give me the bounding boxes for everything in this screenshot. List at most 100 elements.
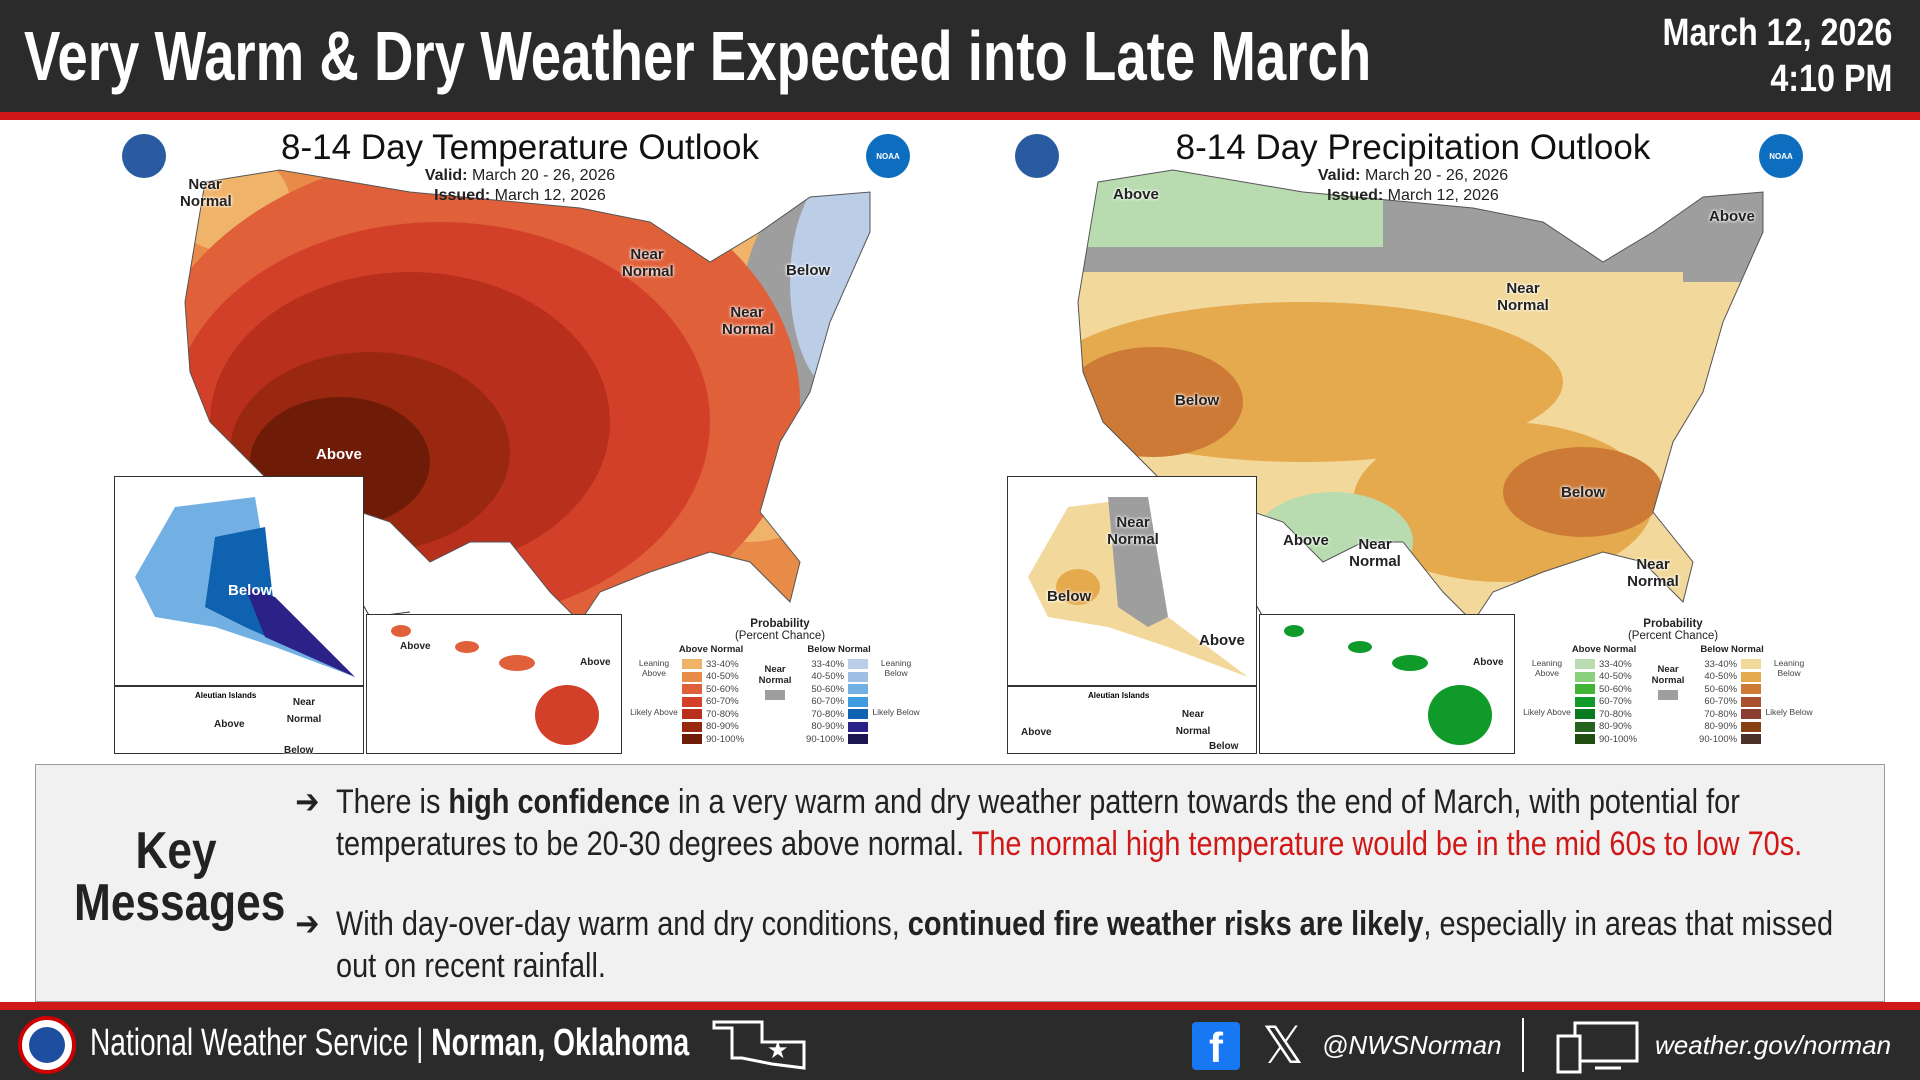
text: in a very warm and dry weather pattern t… bbox=[336, 783, 1740, 863]
color-swatch bbox=[1741, 671, 1762, 682]
footer-divider bbox=[0, 1002, 1920, 1010]
range-label: 90-100% bbox=[1599, 733, 1638, 745]
map-label: Above bbox=[316, 446, 362, 463]
color-swatch bbox=[682, 671, 702, 682]
org-name: National Weather Service | bbox=[90, 1022, 432, 1064]
divider bbox=[1522, 1018, 1524, 1072]
color-swatch bbox=[682, 709, 702, 720]
alaska-inset bbox=[114, 476, 364, 686]
range-label: 50-60% bbox=[811, 683, 845, 695]
commerce-seal-icon bbox=[1015, 134, 1059, 178]
text: There is bbox=[336, 783, 449, 821]
legend-row: 70-80% bbox=[678, 708, 744, 721]
range-label: 60-70% bbox=[811, 696, 845, 708]
near-normal-label: Near Normal bbox=[1651, 664, 1685, 686]
key-message-2: ➔ With day-over-day warm and dry conditi… bbox=[295, 903, 1866, 987]
map-label: Below bbox=[284, 745, 314, 756]
facebook-icon[interactable]: f bbox=[1192, 1022, 1240, 1071]
color-swatch bbox=[1741, 684, 1762, 695]
legend-row: 40-50% bbox=[678, 671, 744, 684]
precipitation-map bbox=[1077, 169, 1764, 623]
oklahoma-outline-icon: ★ bbox=[712, 1020, 806, 1070]
legend-row: 60-70% bbox=[806, 696, 872, 709]
page-title: Very Warm & Dry Weather Expected into La… bbox=[24, 17, 1372, 95]
valid-dates: March 20 - 26, 2026 bbox=[1364, 167, 1509, 184]
range-label: 60-70% bbox=[1704, 696, 1738, 708]
nws-logo-icon bbox=[18, 1016, 76, 1074]
issue-date: March 12, 2026 bbox=[1662, 12, 1892, 54]
range-label: 80-90% bbox=[811, 721, 845, 733]
aleutian-inset: Aleutian Islands bbox=[1007, 686, 1257, 754]
legend-row: 90-100% bbox=[678, 733, 744, 746]
color-swatch bbox=[1575, 684, 1595, 695]
issued-label: Issued: bbox=[434, 187, 491, 204]
likely-above-label: Likely Above bbox=[1523, 707, 1571, 717]
map-label: Near Normal bbox=[622, 246, 674, 280]
issue-time: 4:10 PM bbox=[1769, 58, 1892, 100]
map-label: Near Normal bbox=[1175, 709, 1211, 737]
text: With day-over-day warm and dry condition… bbox=[336, 905, 908, 943]
text-bold: continued fire weather risks are likely bbox=[907, 905, 1424, 943]
range-label: 90-100% bbox=[806, 733, 845, 745]
color-swatch bbox=[848, 696, 869, 707]
range-label: 33-40% bbox=[811, 658, 845, 670]
legend-row: 33-40% bbox=[678, 658, 744, 671]
map-label: Near Normal bbox=[180, 176, 232, 210]
temperature-legend: Probability (Percent Chance) Leaning Abo… bbox=[630, 618, 930, 746]
alaska-inset bbox=[1007, 476, 1257, 686]
map-label: Below bbox=[786, 262, 831, 279]
color-swatch bbox=[848, 709, 869, 720]
key-messages-box: Key Messages ➔ There is high confidence … bbox=[35, 764, 1885, 1002]
x-twitter-icon[interactable]: 𝕏 bbox=[1262, 1016, 1304, 1076]
arrow-icon: ➔ bbox=[295, 905, 320, 943]
color-swatch bbox=[1575, 659, 1595, 670]
above-normal-header: Above Normal bbox=[1571, 644, 1637, 655]
map-label: Near Normal bbox=[1349, 536, 1401, 570]
valid-label: Valid: bbox=[1317, 167, 1361, 184]
footer-org: National Weather Service | Norman, Oklah… bbox=[90, 1022, 689, 1065]
color-swatch bbox=[682, 721, 702, 732]
social-handle[interactable]: @NWSNorman bbox=[1322, 1030, 1502, 1060]
legend-title: Probability bbox=[1643, 618, 1703, 630]
color-swatch bbox=[682, 684, 702, 695]
aleutian-inset: Aleutian Islands bbox=[114, 686, 364, 754]
below-normal-header: Below Normal bbox=[807, 644, 871, 655]
legend-row: 33-40% bbox=[806, 658, 872, 671]
legend-row: 70-80% bbox=[806, 708, 872, 721]
range-label: 90-100% bbox=[706, 733, 745, 745]
map-label: Near Normal bbox=[722, 304, 774, 338]
range-label: 40-50% bbox=[1599, 671, 1632, 683]
legend-row: 60-70% bbox=[1699, 696, 1765, 709]
website-link[interactable]: weather.gov/norman bbox=[1655, 1030, 1892, 1060]
legend-row: 50-60% bbox=[806, 683, 872, 696]
near-normal-swatch bbox=[1658, 690, 1679, 700]
aleutian-label: Aleutian Islands bbox=[195, 691, 257, 700]
precipitation-legend: Probability (Percent Chance) Leaning Abo… bbox=[1523, 618, 1823, 746]
hawaii-inset bbox=[1259, 614, 1515, 754]
computer-icon bbox=[1556, 1021, 1639, 1074]
color-swatch bbox=[848, 721, 869, 732]
map-label: Above bbox=[1473, 657, 1504, 668]
legend-subtitle: (Percent Chance) bbox=[734, 630, 826, 642]
legend-row: 50-60% bbox=[1571, 683, 1637, 696]
valid-label: Valid: bbox=[424, 167, 468, 184]
range-label: 60-70% bbox=[1599, 696, 1632, 708]
range-label: 33-40% bbox=[706, 658, 739, 670]
legend-row: 80-90% bbox=[806, 721, 872, 734]
legend-row: 70-80% bbox=[1699, 708, 1765, 721]
map-label: Above bbox=[1709, 208, 1755, 225]
range-label: 80-90% bbox=[706, 721, 739, 733]
color-swatch bbox=[848, 684, 869, 695]
range-label: 50-60% bbox=[1704, 683, 1738, 695]
aleutian-label: Aleutian Islands bbox=[1088, 691, 1150, 700]
leaning-below-label: Leaning Below bbox=[1773, 658, 1805, 678]
leaning-above-label: Leaning Above bbox=[1531, 658, 1563, 678]
map-label: Near Normal bbox=[1497, 280, 1549, 314]
map-label: Above bbox=[1113, 186, 1159, 203]
text-highlight: The normal high temperature would be in … bbox=[971, 825, 1803, 863]
color-swatch bbox=[1741, 709, 1762, 720]
panel-title: 8-14 Day Precipitation Outlook bbox=[1175, 128, 1651, 167]
text-bold: high confidence bbox=[448, 783, 671, 821]
color-swatch bbox=[1741, 734, 1762, 745]
text: , especially in areas that missed out on… bbox=[336, 905, 1834, 985]
